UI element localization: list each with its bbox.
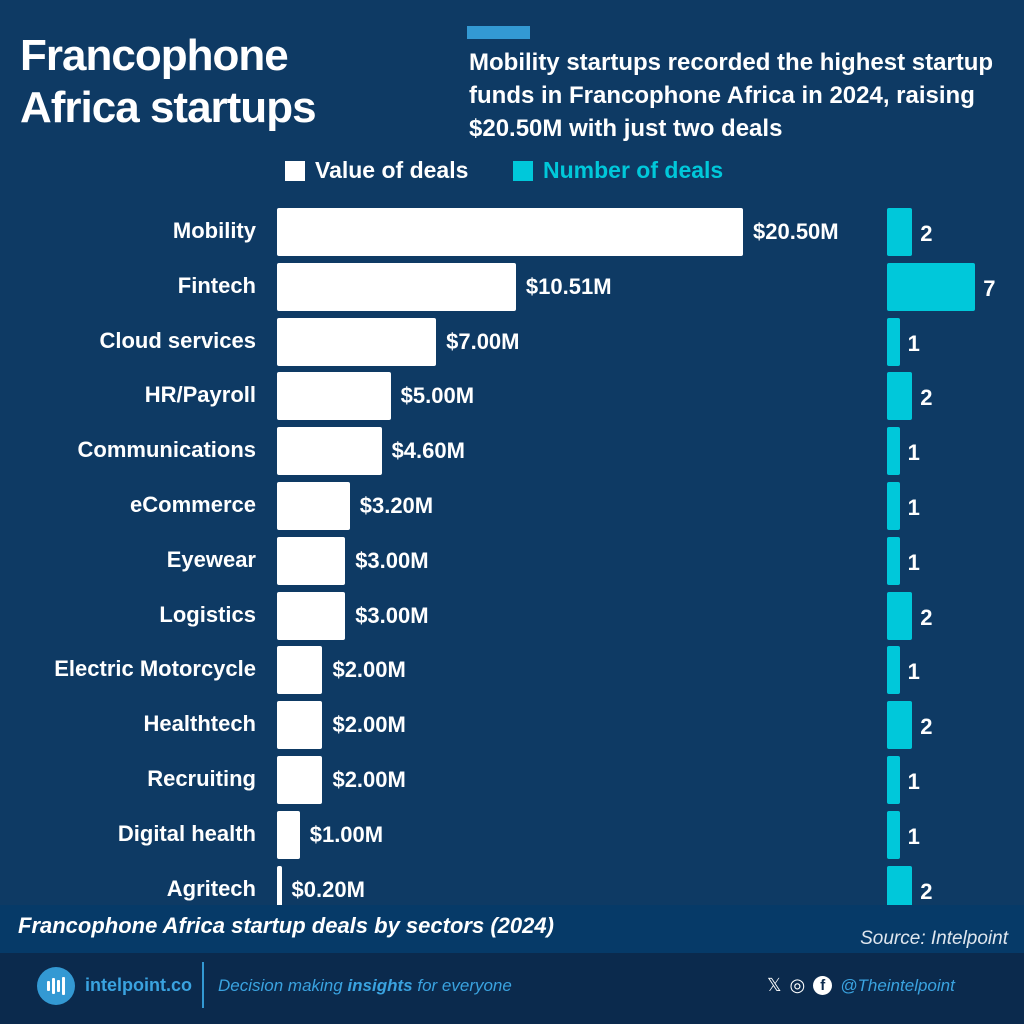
value-label: $10.51M [525,273,612,299]
count-label: 2 [920,385,933,411]
page-title: Francophone Africa startups [20,31,317,132]
footer [0,953,1024,1024]
count-label: 1 [907,769,920,794]
tagline: Decision making insights for everyone [218,976,512,996]
count-label: 7 [983,275,996,301]
count-bar [887,482,900,530]
count-label: 1 [907,549,920,575]
count-bar [887,646,900,695]
value-label: $3.20M [359,493,434,518]
category-label: Eyewear [166,546,256,572]
facebook-icon[interactable]: f [813,976,833,995]
category-label: Digital health [117,820,256,846]
value-label: $3.00M [355,602,429,628]
value-label: $7.00M [446,328,520,354]
count-bar [887,262,976,311]
value-label: $2.00M [332,712,406,738]
count-label: 2 [920,221,933,246]
category-label: Healthtech [143,711,256,737]
category-label: Logistics [159,601,256,627]
value-label: $2.00M [332,767,406,792]
count-label: 1 [907,659,920,685]
source-note: Source: Intelpoint [860,928,1008,949]
value-label: $3.00M [355,547,429,573]
value-bar [277,646,323,695]
value-bar [277,756,323,804]
legend-count: Number of deals [513,157,723,184]
count-bar [887,208,913,256]
caption-band [0,905,1024,953]
value-bar [277,262,516,311]
count-bar [887,810,900,859]
value-label: $1.00M [309,821,384,847]
count-bar [887,536,900,585]
count-label: 2 [920,604,933,630]
intelpoint-logo-icon [37,967,75,1005]
social-links: 𝕏 ◎ f @Theintelpoint [767,975,955,996]
category-label: Cloud services [99,327,256,353]
value-bar [277,427,382,476]
count-label: 1 [907,823,920,849]
count-label: 1 [907,330,920,356]
value-bar [277,372,391,421]
tagline-post: for everyone [412,976,512,995]
footer-divider [202,962,204,1008]
legend-swatch-value [285,160,305,181]
tagline-bold: insights [347,976,413,995]
count-label: 1 [907,495,920,520]
category-label: Electric Motorcycle [54,656,256,682]
count-label: 2 [920,714,933,740]
count-bar [887,701,913,750]
count-label: 1 [907,440,920,466]
subtitle: Mobility startups recorded the highest s… [469,49,994,142]
count-bar [887,756,900,804]
value-label: $5.00M [400,383,475,409]
value-bar [277,208,743,256]
value-bar [277,482,350,530]
instagram-icon[interactable]: ◎ [789,975,806,995]
category-label: eCommerce [130,492,256,517]
legend-swatch-count [513,160,533,181]
value-label: $4.60M [391,438,465,464]
count-bar [887,372,913,421]
social-handle[interactable]: @Theintelpoint [840,975,955,995]
value-bar [277,701,323,750]
category-label: Recruiting [147,766,256,791]
category-label: Communications [77,437,256,463]
accent-bar [467,26,530,39]
legend-label-count: Number of deals [543,157,724,183]
chart-caption: Francophone Africa startup deals by sect… [18,913,554,938]
value-bar [277,865,282,914]
legend-label-value: Value of deals [315,157,469,183]
value-label: $20.50M [753,219,839,244]
legend-value: Value of deals [285,157,468,184]
x-icon[interactable]: 𝕏 [767,975,782,995]
tagline-pre: Decision making [218,976,348,995]
count-bar [887,591,913,640]
value-label: $0.20M [291,876,365,902]
count-bar [887,427,900,476]
value-bar [277,536,346,585]
category-label: Fintech [177,272,256,298]
category-label: HR/Payroll [144,382,256,408]
count-bar [887,317,900,366]
value-bar [277,317,437,366]
category-label: Agritech [166,875,256,901]
value-bar [277,591,346,640]
category-label: Mobility [172,218,256,243]
value-label: $2.00M [332,657,406,683]
bar-chart: Mobility $20.50M 2 Fintech $10.51M 7 Cloud ser… [54,208,996,914]
value-bar [277,810,300,859]
site-link[interactable]: intelpoint.co [85,975,192,995]
count-label: 2 [920,878,933,904]
